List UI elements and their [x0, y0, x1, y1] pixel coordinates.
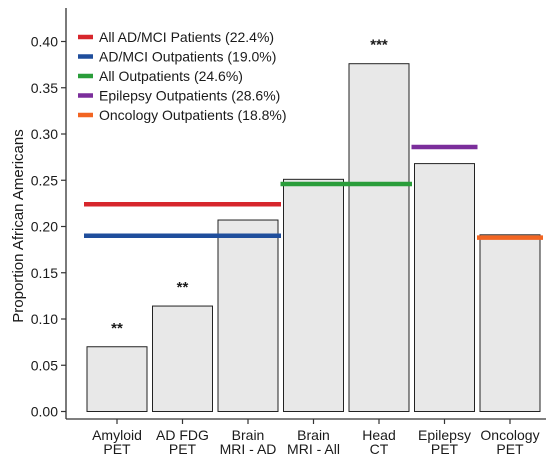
x-tick-label: Amyloid: [92, 427, 142, 443]
bar: [152, 305, 213, 412]
x-tick-label: PET: [169, 441, 197, 457]
bar: [86, 346, 148, 412]
x-tick-label: PET: [103, 441, 131, 457]
y-tick-label: 0.40: [31, 34, 58, 50]
y-tick-label: 0.20: [31, 219, 58, 235]
x-tick-label: Brain: [297, 427, 330, 443]
significance-label: ***: [370, 37, 388, 54]
y-tick-label: 0.10: [31, 311, 58, 327]
x-tick-label: Epilepsy: [418, 427, 471, 443]
y-axis-title: Proportion African Americans: [10, 129, 27, 322]
legend-label: Epilepsy Outpatients (28.6%): [99, 88, 280, 104]
y-tick-label: 0.30: [31, 126, 58, 142]
bar: [283, 178, 344, 412]
legend-label: All AD/MCI Patients (22.4%): [99, 29, 274, 45]
legend-label: Oncology Outpatients (18.8%): [99, 107, 287, 123]
x-tick-label: Oncology: [480, 427, 539, 443]
x-tick-label: Brain: [232, 427, 265, 443]
bar: [414, 163, 475, 412]
x-tick-label: MRI - AD: [220, 441, 277, 457]
y-tick-label: 0.00: [31, 404, 58, 420]
x-tick-label: CT: [370, 441, 389, 457]
legend-label: All Outpatients (24.6%): [99, 68, 243, 84]
bar: [479, 234, 541, 412]
bars: [86, 63, 541, 412]
y-tick-label: 0.05: [31, 357, 58, 373]
significance-labels: *******: [111, 37, 388, 337]
x-tick-label: Head: [362, 427, 395, 443]
legend: All AD/MCI Patients (22.4%) AD/MCI Outpat…: [78, 29, 287, 123]
y-axis: 0.00 0.05 0.10 0.15 0.20 0.25 0.30 0.35 0.40: [31, 8, 67, 420]
x-tick-label: PET: [496, 441, 524, 457]
significance-label: **: [177, 279, 189, 296]
bar: [348, 63, 410, 412]
y-tick-label: 0.25: [31, 172, 58, 188]
legend-label: AD/MCI Outpatients (19.0%): [99, 49, 276, 65]
y-tick-label: 0.15: [31, 265, 58, 281]
significance-label: **: [111, 320, 123, 337]
x-tick-label: AD FDG: [156, 427, 209, 443]
x-tick-label: PET: [431, 441, 459, 457]
y-tick-label: 0.35: [31, 80, 58, 96]
bar: [217, 219, 279, 412]
reference-lines: [84, 144, 543, 240]
x-tick-label: MRI - All: [287, 441, 340, 457]
